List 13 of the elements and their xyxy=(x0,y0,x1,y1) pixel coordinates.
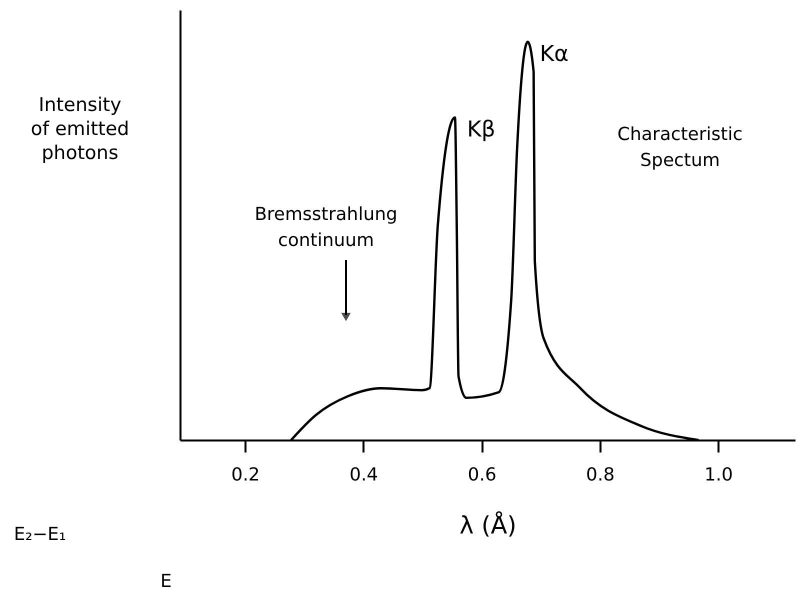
text: E xyxy=(160,571,172,592)
x-axis-title: λ (Å) xyxy=(460,510,516,540)
x-tick-label: 0.6 xyxy=(468,464,496,486)
annotation: Kβ xyxy=(466,118,496,142)
annotation: Characteristic Spectum xyxy=(617,124,743,171)
annotation: Bremsstrahlung continuum xyxy=(254,204,398,251)
text: E₂−E₁ xyxy=(14,524,66,545)
y-axis-title: Intensity of emitted photons xyxy=(30,94,130,164)
x-tick-label: 0.2 xyxy=(231,464,260,486)
x-tick-label: 1.0 xyxy=(704,464,733,486)
x-tick-label: 0.4 xyxy=(349,464,378,486)
x-tick-label: 0.8 xyxy=(586,464,615,486)
annotation: Kα xyxy=(540,42,569,67)
